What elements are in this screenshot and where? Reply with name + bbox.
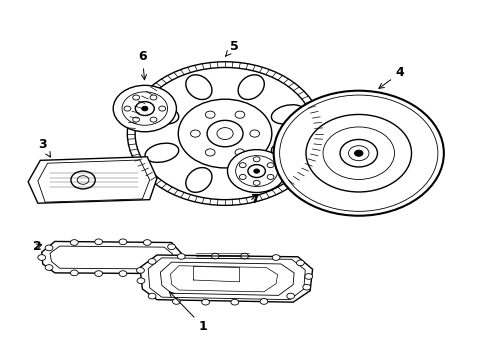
Circle shape [113, 85, 176, 132]
Ellipse shape [185, 168, 211, 192]
Circle shape [172, 298, 180, 304]
Circle shape [302, 284, 310, 290]
Polygon shape [41, 242, 181, 274]
Circle shape [167, 244, 175, 249]
Circle shape [239, 175, 245, 180]
Text: 1: 1 [169, 292, 207, 333]
Circle shape [150, 95, 157, 100]
Circle shape [159, 106, 165, 111]
Circle shape [124, 106, 131, 111]
Circle shape [136, 267, 144, 273]
Circle shape [260, 298, 267, 304]
Circle shape [304, 274, 312, 279]
Text: 6: 6 [138, 50, 146, 80]
Text: 2: 2 [33, 240, 42, 253]
Ellipse shape [271, 105, 305, 124]
Circle shape [201, 299, 209, 305]
Circle shape [177, 253, 185, 259]
Circle shape [227, 150, 285, 193]
Circle shape [217, 127, 233, 140]
Ellipse shape [238, 168, 264, 192]
Circle shape [137, 278, 144, 284]
Circle shape [266, 175, 273, 180]
Circle shape [148, 258, 156, 264]
Circle shape [253, 180, 260, 185]
Circle shape [45, 265, 53, 270]
Circle shape [253, 169, 259, 173]
Circle shape [45, 245, 53, 251]
Circle shape [205, 149, 215, 156]
Circle shape [239, 163, 245, 168]
Circle shape [249, 130, 259, 137]
Circle shape [71, 171, 95, 189]
Circle shape [70, 240, 78, 246]
Circle shape [205, 111, 215, 118]
Circle shape [230, 299, 238, 305]
Circle shape [38, 255, 45, 260]
Text: 3: 3 [39, 138, 50, 157]
Ellipse shape [145, 105, 178, 124]
Circle shape [167, 265, 175, 270]
Circle shape [119, 271, 126, 276]
Circle shape [148, 293, 156, 299]
Circle shape [95, 271, 102, 276]
Circle shape [132, 95, 139, 100]
Ellipse shape [185, 75, 211, 99]
Text: 7: 7 [249, 193, 258, 206]
Ellipse shape [271, 143, 305, 162]
Circle shape [296, 260, 304, 266]
Circle shape [235, 111, 244, 118]
Polygon shape [28, 157, 157, 203]
Circle shape [143, 270, 151, 276]
Circle shape [272, 255, 280, 260]
Circle shape [190, 130, 200, 137]
Ellipse shape [238, 75, 264, 99]
Circle shape [286, 293, 294, 299]
Circle shape [211, 253, 219, 259]
Circle shape [143, 240, 151, 246]
Circle shape [253, 157, 260, 162]
Ellipse shape [145, 143, 178, 162]
Circle shape [150, 117, 157, 122]
Circle shape [354, 150, 362, 156]
Text: 5: 5 [225, 40, 239, 56]
Circle shape [119, 239, 126, 245]
Circle shape [175, 256, 183, 261]
Circle shape [235, 149, 244, 156]
Circle shape [132, 117, 139, 122]
Circle shape [273, 91, 443, 216]
Polygon shape [140, 255, 312, 302]
Circle shape [70, 270, 78, 276]
Text: 4: 4 [378, 66, 404, 89]
Circle shape [266, 163, 273, 168]
Circle shape [142, 106, 148, 111]
Circle shape [95, 239, 102, 245]
Circle shape [240, 253, 248, 259]
